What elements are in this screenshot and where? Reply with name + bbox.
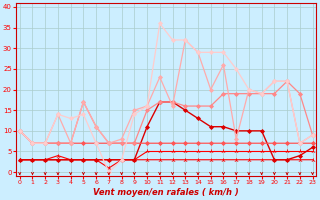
X-axis label: Vent moyen/en rafales ( km/h ): Vent moyen/en rafales ( km/h ) [93, 188, 239, 197]
